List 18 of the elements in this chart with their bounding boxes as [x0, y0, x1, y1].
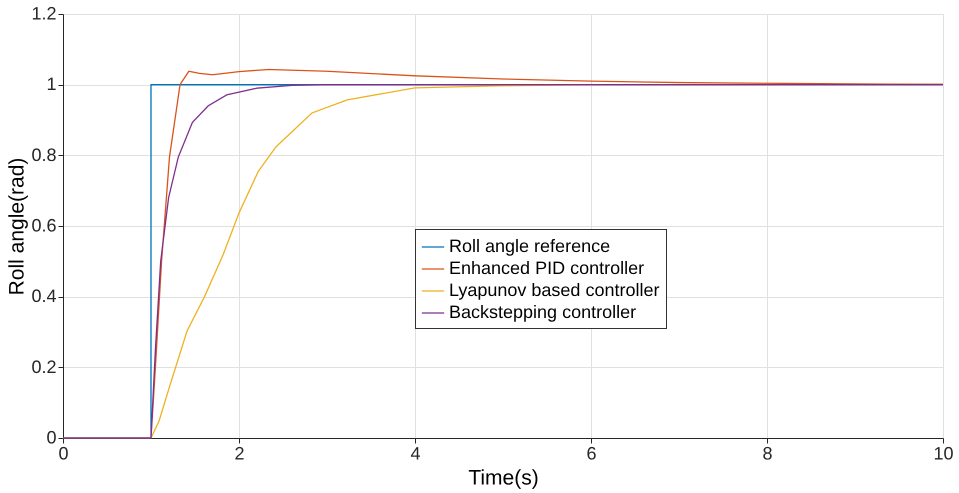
legend-label: Roll angle reference: [449, 236, 610, 256]
y-tick-label: 0.6: [31, 216, 56, 236]
y-axis-title: Roll angle(rad): [5, 158, 28, 296]
x-axis-title: Time(s): [468, 466, 539, 490]
x-tick-label: 8: [762, 444, 773, 464]
x-tick-label: 6: [586, 444, 597, 464]
y-tick-label: 0: [46, 428, 56, 448]
y-tick-label: 0.2: [31, 356, 56, 377]
y-tick-label: 1.2: [31, 4, 56, 24]
y-tick-label: 1: [46, 74, 56, 94]
legend-label: Backstepping controller: [449, 302, 636, 322]
x-tick-label: 2: [234, 444, 245, 464]
y-tick-label: 0.8: [31, 144, 56, 165]
x-tick-label: 10: [933, 444, 954, 464]
y-tick-label: 0.4: [31, 286, 56, 306]
legend-label: Enhanced PID controller: [449, 258, 644, 278]
legend-label: Lyapunov based controller: [449, 280, 660, 300]
x-tick-label: 4: [410, 444, 421, 464]
